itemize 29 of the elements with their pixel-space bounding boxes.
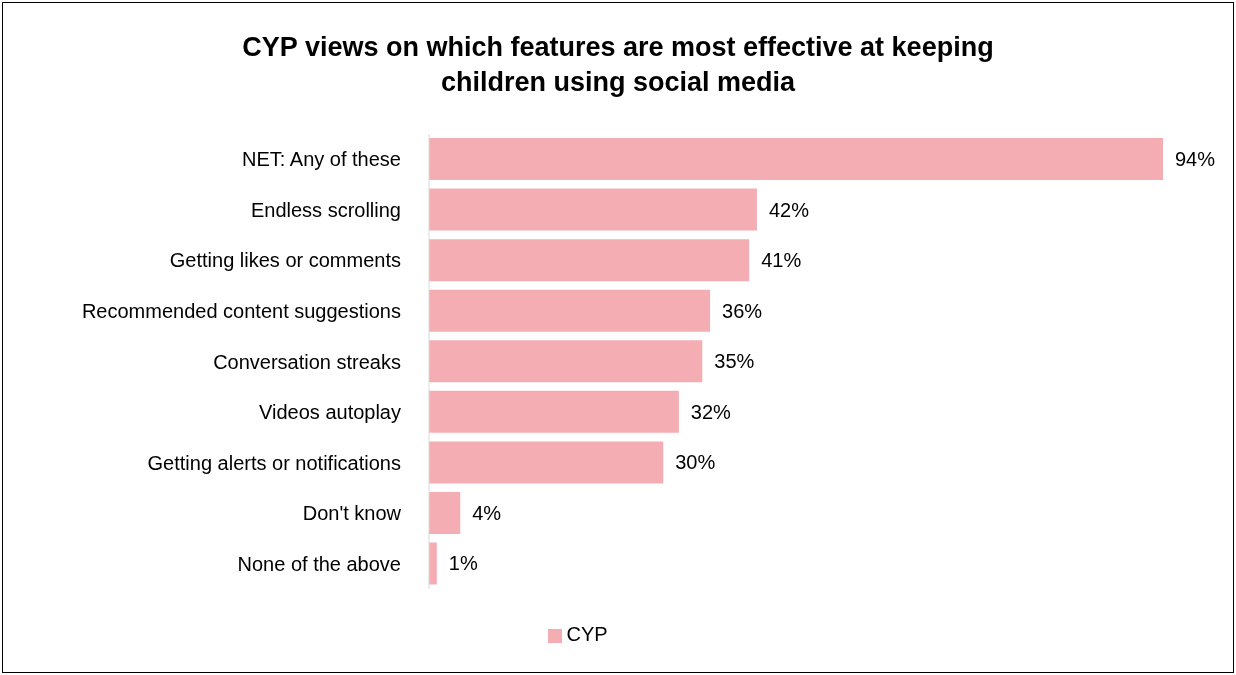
bar <box>429 441 664 484</box>
bar <box>429 188 757 231</box>
data-label: 41% <box>761 249 802 272</box>
y-tick-label: Getting likes or comments <box>169 249 401 272</box>
bar <box>429 138 1163 181</box>
bar <box>429 239 750 282</box>
y-tick-label: Conversation streaks <box>213 350 401 373</box>
data-label: 36% <box>722 299 763 322</box>
data-label: 35% <box>714 350 755 373</box>
bar <box>429 289 711 332</box>
data-label: 42% <box>768 198 810 221</box>
data-label: 30% <box>675 451 716 474</box>
y-tick-label: Getting alerts or notifications <box>147 451 401 474</box>
y-tick-label: Recommended content suggestions <box>81 300 401 323</box>
data-label: 32% <box>690 400 732 423</box>
bar <box>429 340 703 383</box>
data-label: 94% <box>1175 148 1216 171</box>
y-tick-label: Endless scrolling <box>250 198 401 221</box>
bar <box>429 390 679 433</box>
bar <box>429 542 437 585</box>
data-label: 1% <box>448 552 478 575</box>
bar <box>429 491 461 534</box>
y-tick-label: None of the above <box>237 552 401 575</box>
y-tick-label: Videos autoplay <box>259 401 401 424</box>
data-label: 4% <box>472 501 502 524</box>
chart-title: CYP views on which features are most effective at keeping children using social media <box>241 31 995 99</box>
y-tick-label: Don't know <box>302 502 402 525</box>
legend-label: CYP <box>566 623 608 645</box>
y-tick-label: NET: Any of these <box>242 148 401 171</box>
